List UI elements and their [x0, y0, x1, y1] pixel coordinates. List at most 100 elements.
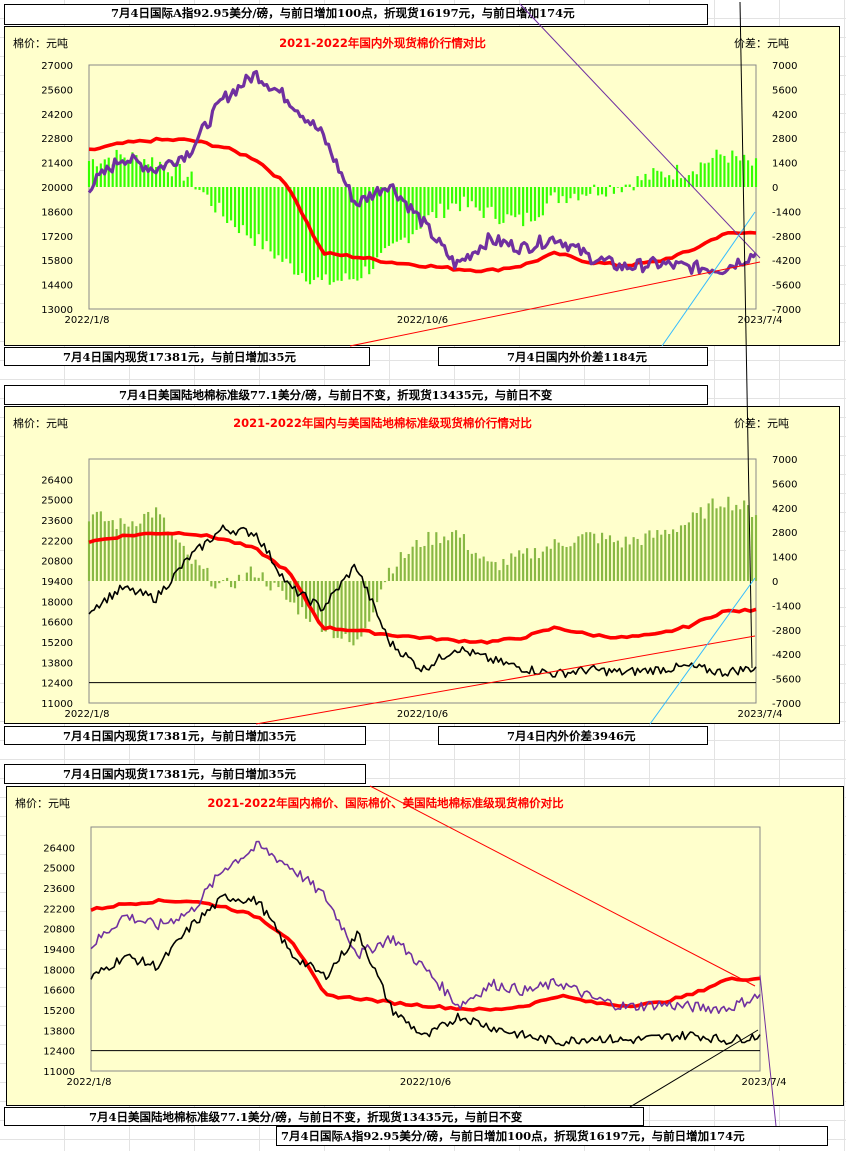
- spread-bar: [131, 152, 134, 187]
- chart-panel-3[interactable]: 2021-2022年国内棉价、国际棉价、美国陆地棉标准级现货棉价对比 棉价：元吨 2…: [6, 786, 844, 1106]
- spread-bar: [604, 187, 608, 197]
- spread-bar: [328, 187, 331, 285]
- spread-bar: [178, 542, 181, 581]
- spread-bar: [545, 546, 548, 581]
- spread-bar: [668, 175, 671, 187]
- spread-bar: [123, 157, 126, 187]
- spread-bar: [214, 187, 217, 213]
- spread-bar: [474, 187, 477, 208]
- spread-bar: [423, 187, 426, 223]
- spread-bar: [632, 537, 635, 581]
- spread-bar: [387, 567, 391, 581]
- spread-bar: [407, 187, 410, 244]
- spread-bar: [600, 187, 604, 195]
- spread-bar: [640, 544, 643, 581]
- spread-bar: [727, 496, 730, 581]
- caption-domestic-3: 7月4日国内现货17381元，与前日增加35元: [4, 764, 366, 784]
- spread-bar: [518, 550, 521, 581]
- spread-bar: [620, 547, 623, 581]
- caption-us-upland-2: 7月4日美国陆地棉标准级77.1美分/磅，与前日不变，折现货13435元，与前日…: [4, 1107, 644, 1126]
- spread-bar: [253, 577, 256, 581]
- spread-bar: [115, 149, 118, 187]
- spread-bar: [143, 159, 146, 187]
- spread-bar: [206, 187, 209, 195]
- spread-bar: [589, 532, 592, 581]
- spread-bar: [672, 529, 675, 581]
- spread-bar: [545, 187, 548, 204]
- spread-bar: [119, 518, 122, 581]
- spread-bar: [565, 547, 568, 581]
- x-tick-label: 2022/10/6: [397, 315, 448, 326]
- spread-bar: [498, 187, 501, 225]
- y-tick-label: 12400: [43, 1047, 75, 1058]
- spread-bar: [628, 184, 631, 187]
- spread-bar: [115, 528, 118, 581]
- spread-bar: [494, 562, 497, 581]
- spread-bar: [372, 187, 375, 269]
- spread-bar: [139, 165, 142, 187]
- spread-bar: [226, 187, 229, 224]
- spread-bar: [332, 581, 335, 639]
- spread-bar: [249, 566, 252, 581]
- spread-bar: [549, 548, 552, 581]
- spread-bar: [269, 187, 272, 252]
- spread-bar: [143, 513, 146, 581]
- spread-bar: [427, 531, 430, 581]
- spread-bar: [636, 176, 639, 187]
- spread-bar: [301, 187, 304, 274]
- spread-bar: [139, 523, 142, 581]
- spread-bar: [379, 187, 383, 253]
- spread-bar: [376, 187, 379, 258]
- spread-bar: [668, 534, 671, 581]
- y-tick-label: 14400: [41, 281, 73, 292]
- chart-panel-1[interactable]: 2021-2022年国内外现货棉价行情对比 棉价：元吨 价差：元吨 27000 2560…: [4, 26, 840, 346]
- y-tick-label: 21400: [41, 159, 73, 170]
- spread-bar: [245, 187, 248, 236]
- spread-bar: [348, 581, 351, 643]
- spread-bar: [111, 520, 114, 581]
- spread-bar: [166, 531, 170, 581]
- spread-bar: [616, 540, 619, 581]
- spread-bar: [462, 187, 466, 197]
- spread-bar: [87, 161, 91, 187]
- spread-bar: [348, 187, 351, 280]
- y-tick-label: 23600: [43, 884, 75, 895]
- spread-bar: [498, 570, 501, 581]
- spread-bar: [458, 537, 462, 581]
- spread-bar: [391, 573, 394, 581]
- y2-tick-label: 2800: [772, 134, 797, 145]
- x-tick-label: 2023/7/4: [742, 1077, 787, 1088]
- spread-bar: [249, 187, 252, 239]
- spread-bar: [747, 160, 750, 187]
- spread-bar: [186, 554, 189, 581]
- spread-bar: [431, 187, 434, 213]
- spread-bar: [222, 187, 225, 217]
- spread-bar: [514, 187, 517, 218]
- spread-bar: [703, 518, 706, 581]
- spread-bar: [711, 157, 714, 187]
- spread-bar: [679, 178, 683, 187]
- y2-tick-label: 7000: [772, 61, 797, 72]
- y2-tick-label: -2800: [772, 626, 801, 637]
- y-axis-label-right: 价差：元吨: [734, 36, 789, 50]
- spread-bar: [636, 538, 639, 581]
- spread-bar: [340, 581, 343, 639]
- spread-bar: [510, 553, 513, 581]
- chart-panel-2[interactable]: 2021-2022年国内与美国陆地棉标准级现货棉价行情对比 棉价：元吨 价差：元吨 2…: [4, 406, 840, 724]
- spread-bar: [387, 187, 391, 246]
- spread-bar: [640, 180, 643, 187]
- spread-bar: [518, 187, 521, 215]
- spread-bar: [703, 163, 706, 187]
- spread-bar: [190, 563, 193, 581]
- spread-bar: [198, 565, 201, 581]
- spread-bar: [687, 175, 690, 187]
- spread-bar: [470, 187, 473, 202]
- spread-bar: [648, 179, 651, 187]
- spread-bar: [490, 187, 493, 207]
- x-tick-label: 2023/7/4: [738, 315, 783, 326]
- chart-1-svg: 2021-2022年国内外现货棉价行情对比 棉价：元吨 价差：元吨 27000 2560…: [13, 36, 801, 326]
- spread-bar: [293, 187, 296, 275]
- spread-bar: [616, 187, 619, 188]
- plot-area: [88, 64, 757, 310]
- spread-bar: [131, 521, 134, 581]
